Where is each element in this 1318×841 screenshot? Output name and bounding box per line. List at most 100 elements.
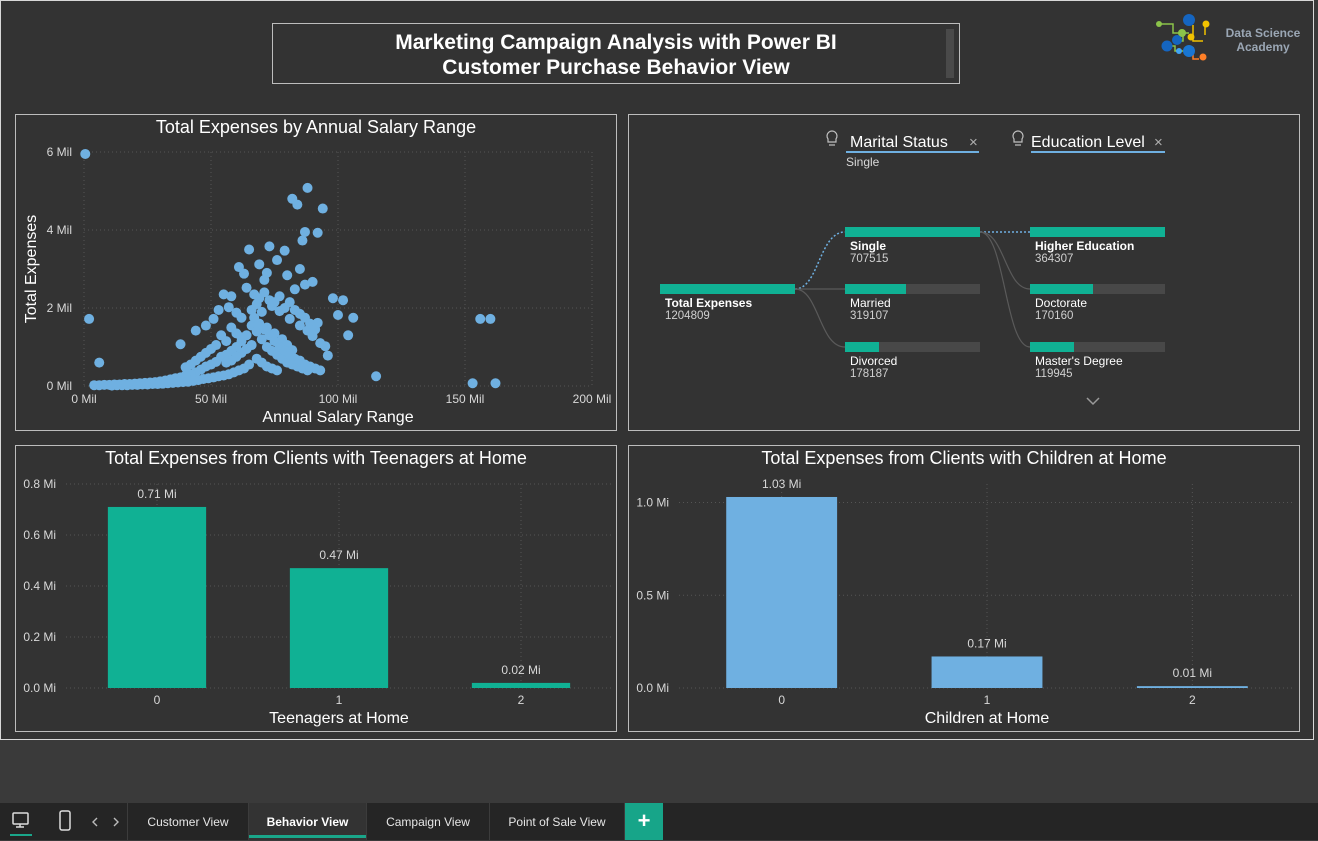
close-icon[interactable]: × <box>969 134 978 151</box>
scatter-point <box>254 259 265 270</box>
decomposition-tree-panel[interactable]: Marital Status × Single Education Level … <box>628 114 1300 431</box>
scatter-point <box>200 320 211 331</box>
y-tick-label: 4 Mil <box>47 223 72 237</box>
scatter-point <box>282 270 293 281</box>
filter-marital-status-value: Single <box>846 155 880 169</box>
scatter-point <box>208 313 219 324</box>
scatter-point <box>106 380 117 391</box>
tab-campaign-view[interactable]: Campaign View <box>366 803 489 840</box>
data-science-academy-logo-icon <box>1156 14 1210 61</box>
scatter-point <box>348 312 359 323</box>
children-bar-panel[interactable]: Total Expenses from Clients with Childre… <box>628 445 1300 732</box>
scatter-point <box>297 235 308 246</box>
tree-node-divorced[interactable]: Divorced 178187 <box>845 342 980 380</box>
scatter-point <box>284 313 295 324</box>
scatter-point <box>279 245 290 256</box>
lightbulb-icon <box>1012 130 1024 146</box>
logo-text: Data Science Academy <box>1213 26 1313 54</box>
tree-node-value: 170160 <box>1035 310 1073 322</box>
y-tick-label: 0.6 Mi <box>23 528 56 542</box>
logo-line-2: Academy <box>1236 40 1290 54</box>
bar <box>289 568 389 688</box>
bar <box>471 682 571 688</box>
filter-marital-status[interactable]: Marital Status × Single <box>826 130 979 169</box>
x-tick-label: 2 <box>1189 693 1196 707</box>
bar <box>726 496 838 688</box>
scatter-point <box>84 313 95 324</box>
scatter-point <box>244 244 255 255</box>
tree-node-label: Married <box>850 296 891 310</box>
tree-node-masters-degree[interactable]: Master's Degree 119945 <box>1030 342 1165 380</box>
x-tick-label: 0 <box>778 693 785 707</box>
tree-node-doctorate[interactable]: Doctorate 170160 <box>1030 284 1165 322</box>
title-scrollbar[interactable] <box>946 29 954 78</box>
tree-node-married[interactable]: Married 319107 <box>845 284 980 322</box>
scatter-point <box>292 199 303 210</box>
filter-marital-status-label: Marital Status <box>850 134 948 151</box>
filter-education-level-label: Education Level <box>1031 134 1145 151</box>
bar-value-label: 0.02 Mi <box>501 663 540 677</box>
desktop-layout-icon[interactable] <box>10 811 32 833</box>
scatter-chart[interactable]: 0 Mil 50 Mil 100 Mil 150 Mil 200 Mil 0 Mil 2 M… <box>16 115 616 430</box>
scatter-point <box>475 313 486 324</box>
teenagers-bar-chart[interactable]: 0.0 Mi 0.2 Mi 0.4 Mi 0.6 Mi 0.8 Mi 0.71 Mi 0 0.… <box>16 446 616 731</box>
scatter-point <box>317 203 328 214</box>
scatter-point <box>236 312 247 323</box>
scatter-point <box>256 334 267 345</box>
add-page-button[interactable]: + <box>625 803 663 840</box>
tree-node-value: 707515 <box>850 253 888 265</box>
scatter-point <box>294 320 305 331</box>
scatter-point <box>175 339 186 350</box>
children-bar-chart[interactable]: 0.0 Mi 0.5 Mi 1.0 Mi 1.03 Mi 0 0.17 Mi 1 0.01 M… <box>629 446 1299 731</box>
tab-customer-view[interactable]: Customer View <box>127 803 248 840</box>
scatter-point <box>251 326 262 337</box>
scatter-point <box>80 148 91 159</box>
close-icon[interactable]: × <box>1154 134 1163 151</box>
tree-node-label: Doctorate <box>1035 296 1087 310</box>
teenagers-bar-panel[interactable]: Total Expenses from Clients with Teenage… <box>15 445 617 732</box>
tree-node-label: Higher Education <box>1035 239 1134 253</box>
chevron-left-icon[interactable] <box>90 816 100 828</box>
scatter-point <box>221 357 232 368</box>
scatter-title: Total Expenses by Annual Salary Range <box>155 117 477 137</box>
scatter-point <box>338 295 349 306</box>
tree-node-value: 364307 <box>1035 253 1073 265</box>
tab-point-of-sale-view[interactable]: Point of Sale View <box>489 803 625 840</box>
x-axis-label: Teenagers at Home <box>269 710 409 727</box>
y-tick-label: 0.0 Mi <box>636 681 669 695</box>
scatter-point <box>264 241 275 252</box>
scatter-panel[interactable]: Total Expenses by Annual Salary Range 0 … <box>15 114 617 431</box>
scatter-point <box>180 362 191 373</box>
decomposition-tree[interactable]: Marital Status × Single Education Level … <box>629 115 1299 430</box>
y-tick-label: 0.8 Mi <box>23 477 56 491</box>
filter-education-level[interactable]: Education Level × <box>1012 130 1165 153</box>
x-tick-label: 200 Mil <box>573 392 612 406</box>
tree-connectors <box>794 231 1031 348</box>
bar-value-label: 0.01 Mi <box>1173 666 1212 680</box>
lightbulb-icon <box>826 130 838 146</box>
x-tick-label: 50 Mil <box>195 392 227 406</box>
scatter-point <box>485 313 496 324</box>
y-tick-label: 0.0 Mi <box>23 681 56 695</box>
scatter-point <box>259 287 270 298</box>
tree-node-higher-education[interactable]: Higher Education 364307 <box>1030 227 1165 265</box>
y-tick-label: 0.2 Mi <box>23 630 56 644</box>
scatter-point <box>315 365 326 376</box>
scatter-point <box>256 306 267 317</box>
scatter-point <box>299 226 310 237</box>
x-axis-label: Annual Salary Range <box>262 409 413 426</box>
tree-node-value: 1204809 <box>665 310 710 322</box>
x-tick-label: 1 <box>984 693 991 707</box>
scatter-point <box>289 284 300 295</box>
chevron-right-icon[interactable] <box>111 816 121 828</box>
tree-node-single[interactable]: Single 707515 <box>845 227 980 265</box>
bar-value-label: 0.71 Mi <box>137 487 176 501</box>
tab-behavior-view[interactable]: Behavior View <box>248 803 366 840</box>
scatter-point <box>94 357 105 368</box>
logo-line-1: Data Science <box>1225 26 1301 40</box>
chevron-down-icon[interactable] <box>1086 397 1100 406</box>
x-tick-label: 2 <box>518 693 525 707</box>
scatter-point <box>241 282 252 293</box>
tree-node-root[interactable]: Total Expenses 1204809 <box>660 284 795 322</box>
mobile-layout-icon[interactable] <box>58 810 72 832</box>
